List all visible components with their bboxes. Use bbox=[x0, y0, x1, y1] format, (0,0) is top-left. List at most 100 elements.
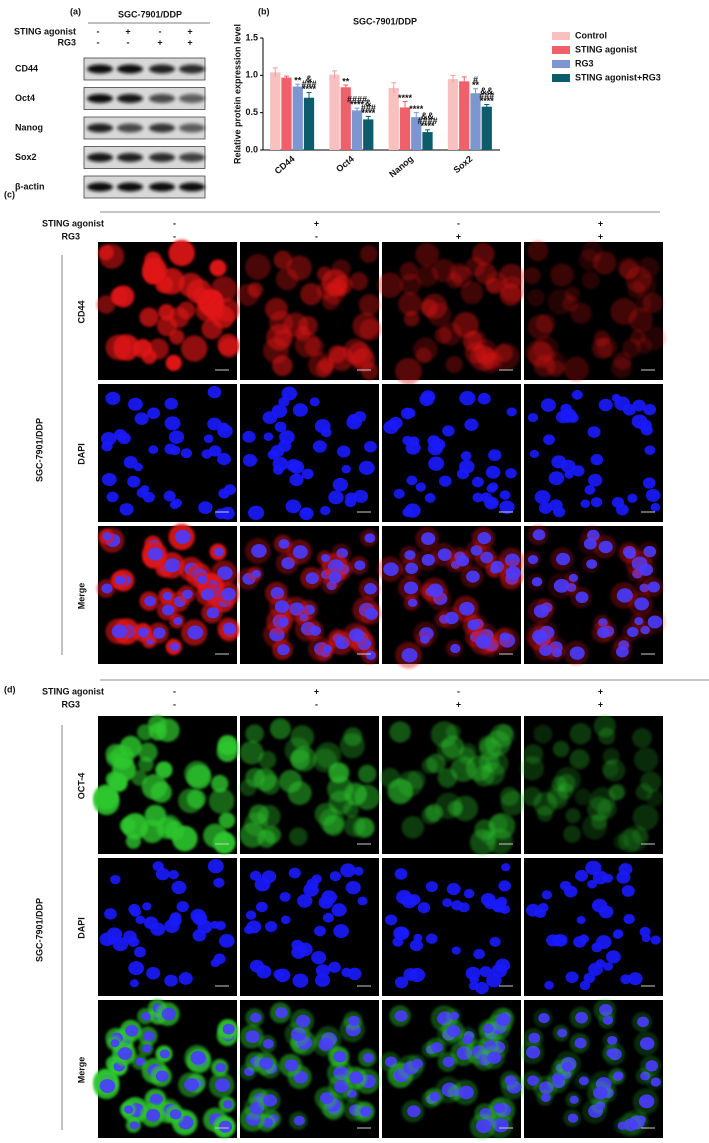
nucleus bbox=[384, 914, 398, 926]
condition-sign: - bbox=[315, 699, 318, 709]
bar bbox=[270, 72, 281, 150]
error-bar bbox=[354, 107, 360, 113]
nucleus bbox=[354, 560, 366, 571]
nucleus bbox=[128, 961, 145, 976]
cell-stain bbox=[646, 789, 664, 807]
condition-sign: - bbox=[315, 231, 318, 241]
significance-mark: ** bbox=[472, 80, 480, 90]
nucleus bbox=[218, 488, 230, 499]
nucleus bbox=[296, 1014, 311, 1028]
condition-sign: - bbox=[457, 686, 460, 696]
nucleus bbox=[427, 441, 444, 456]
cell-stain bbox=[358, 294, 381, 316]
nucleus bbox=[557, 1028, 568, 1038]
nucleus bbox=[598, 540, 613, 554]
nucleus bbox=[320, 1092, 334, 1105]
significance-mark: **** bbox=[398, 93, 413, 103]
blot-band bbox=[87, 153, 113, 162]
cell-stain bbox=[527, 314, 553, 340]
nucleus bbox=[538, 1013, 550, 1024]
cell-stain bbox=[217, 734, 238, 756]
condition-label: STING agonist bbox=[42, 218, 104, 228]
cell-stain bbox=[598, 727, 616, 745]
nucleus bbox=[275, 968, 291, 983]
significance-mark: ### bbox=[479, 91, 494, 101]
cell-stain bbox=[425, 803, 444, 822]
nucleus bbox=[466, 570, 480, 583]
nucleus bbox=[595, 959, 606, 968]
cell-stain bbox=[269, 310, 294, 335]
cell-stain bbox=[527, 240, 549, 262]
nucleus bbox=[459, 601, 475, 616]
nucleus bbox=[208, 445, 222, 457]
blot-band bbox=[117, 94, 143, 103]
nucleus bbox=[137, 627, 150, 638]
nucleus bbox=[645, 1060, 659, 1072]
nucleus bbox=[162, 591, 173, 601]
nucleus bbox=[203, 434, 214, 443]
nucleus bbox=[396, 889, 413, 905]
cell-stain bbox=[439, 322, 463, 346]
nucleus bbox=[220, 506, 235, 520]
nucleus bbox=[602, 1015, 614, 1025]
nucleus bbox=[341, 967, 352, 978]
cells bbox=[523, 240, 667, 382]
nucleus bbox=[251, 544, 267, 558]
cell-stain bbox=[523, 744, 544, 764]
cell-stain bbox=[547, 288, 574, 315]
cell-stain bbox=[601, 760, 619, 778]
cell-stain bbox=[279, 769, 303, 793]
nucleus bbox=[427, 583, 444, 598]
bar bbox=[447, 79, 459, 150]
cell-stain bbox=[110, 287, 128, 305]
significance-mark: **** bbox=[302, 84, 317, 94]
nucleus bbox=[543, 434, 555, 445]
nucleus bbox=[392, 937, 404, 947]
cell-stain bbox=[536, 805, 553, 822]
nucleus bbox=[463, 889, 475, 899]
nucleus bbox=[551, 1072, 565, 1084]
nucleus bbox=[161, 1007, 176, 1021]
nucleus bbox=[486, 498, 497, 508]
nucleus bbox=[383, 562, 399, 577]
cells bbox=[520, 714, 664, 853]
error-bar bbox=[450, 74, 456, 83]
nucleus bbox=[358, 460, 375, 475]
nucleus bbox=[575, 591, 589, 604]
cell-stain bbox=[591, 337, 614, 360]
nucleus bbox=[413, 933, 423, 942]
cell-stain bbox=[343, 727, 363, 747]
nucleus bbox=[584, 485, 596, 495]
bar bbox=[351, 110, 363, 150]
cells bbox=[377, 526, 525, 669]
cell-stain bbox=[525, 339, 552, 366]
nucleus bbox=[541, 890, 553, 900]
nucleus bbox=[169, 445, 181, 456]
nucleus bbox=[169, 642, 180, 652]
cell-stain bbox=[93, 789, 120, 816]
nucleus bbox=[431, 1042, 443, 1053]
cells bbox=[377, 242, 525, 385]
cells bbox=[239, 1002, 380, 1132]
nucleus bbox=[483, 1023, 494, 1034]
cell-stain bbox=[218, 812, 236, 829]
nucleus bbox=[271, 404, 288, 418]
cell-stain bbox=[415, 242, 440, 267]
nucleus bbox=[182, 589, 193, 600]
panel-label: (c) bbox=[4, 189, 15, 199]
nucleus bbox=[340, 863, 356, 878]
nucleus bbox=[322, 912, 334, 923]
nucleus bbox=[409, 939, 424, 952]
cell-stain bbox=[355, 817, 375, 838]
nucleus bbox=[149, 1093, 163, 1106]
cell-stain bbox=[550, 263, 574, 287]
cells bbox=[96, 523, 240, 655]
nucleus bbox=[473, 948, 485, 960]
nucleus bbox=[320, 506, 331, 516]
condition-sign: - bbox=[97, 37, 100, 47]
nucleus bbox=[128, 397, 143, 411]
nucleus bbox=[306, 878, 319, 890]
nucleus bbox=[207, 859, 224, 874]
nucleus bbox=[623, 913, 635, 925]
nucleus bbox=[263, 1094, 278, 1107]
